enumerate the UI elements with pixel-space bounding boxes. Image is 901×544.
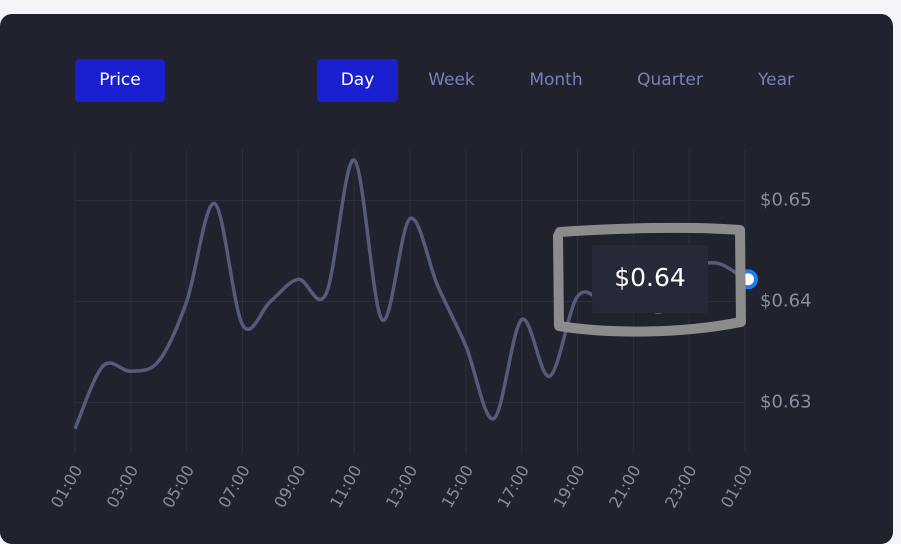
tooltip-label: $0.64 [614, 263, 686, 292]
annotation-scribble [553, 222, 746, 337]
tab[interactable]: Month [529, 70, 583, 90]
page: Price Day Week Month Quarter Year 01:00 03:00… [0, 14, 893, 544]
tab[interactable]: Quarter [637, 70, 703, 90]
tooltip-box [592, 245, 708, 313]
x-tick-label: 23:00 [661, 462, 701, 511]
x-tick-label: 21:00 [605, 462, 645, 511]
x-tick-label: 19:00 [549, 462, 589, 511]
x-tick-label: 05:00 [159, 462, 199, 511]
tab[interactable]: Day [317, 59, 398, 102]
x-tick-label: 13:00 [382, 462, 422, 511]
x-tick-label: 09:00 [270, 462, 310, 511]
x-tick-label: 15:00 [438, 462, 478, 511]
chart: 01:00 03:00 05:00 07:00 09:00 11:00 13:00 15:00… [47, 150, 812, 511]
y-tick-label: $0.65 [760, 190, 812, 211]
x-tick-label: 03:00 [103, 462, 143, 511]
x-tick-label: 07:00 [214, 462, 254, 511]
x-tick-label: 01:00 [717, 462, 757, 511]
tab[interactable]: Week [428, 70, 475, 90]
price-button[interactable]: Price [75, 59, 165, 102]
x-tick-label: 11:00 [326, 462, 366, 511]
x-tick-label: 01:00 [47, 462, 87, 511]
x-tick-label: 17:00 [494, 462, 534, 511]
y-tick-label: $0.63 [760, 392, 812, 413]
tab[interactable]: Year [758, 70, 794, 90]
y-tick-label: $0.64 [760, 291, 812, 312]
